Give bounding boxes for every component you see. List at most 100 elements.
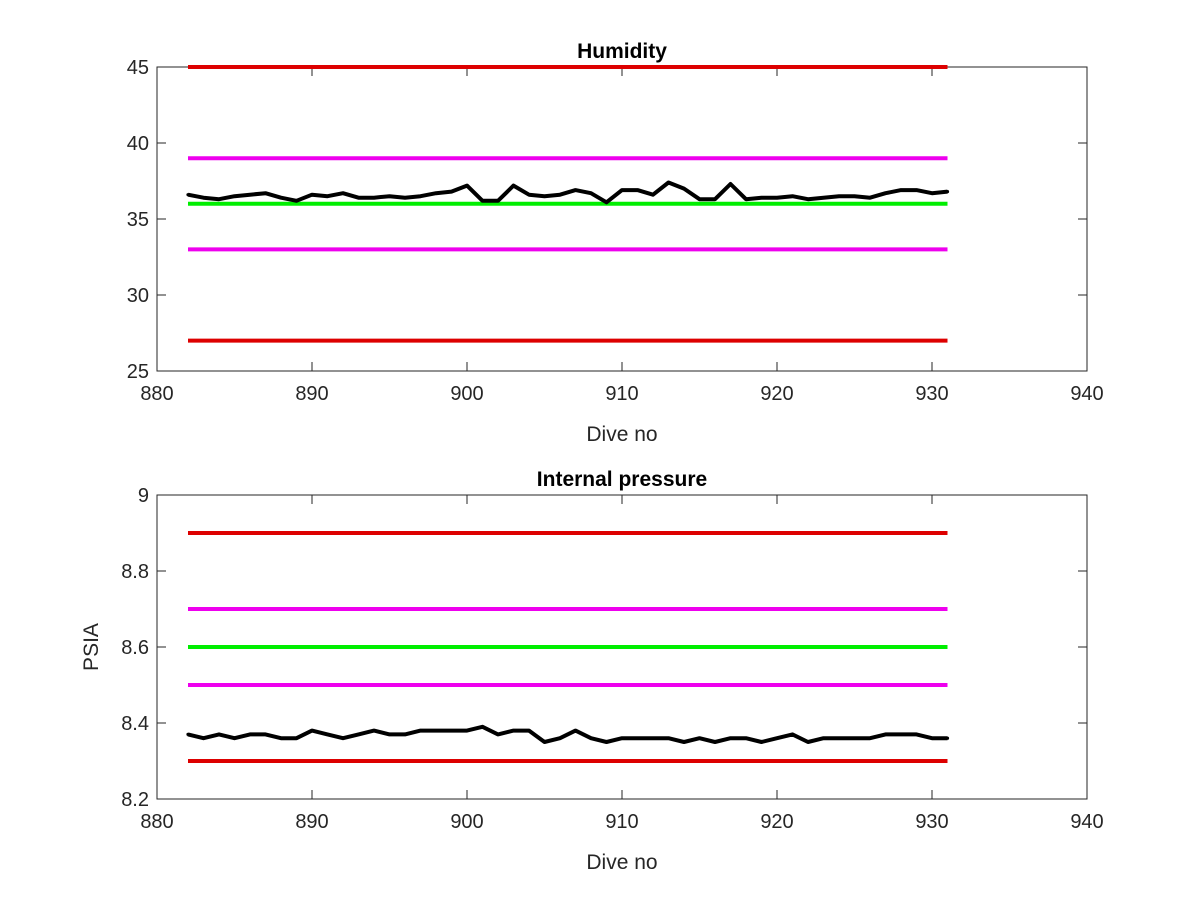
series-line [187, 724, 948, 744]
data-point [713, 740, 717, 744]
data-point [325, 194, 330, 198]
y-tick-label: 45 [127, 57, 149, 79]
data-point [821, 736, 826, 740]
x-tick-label: 930 [915, 811, 948, 833]
data-point [248, 193, 252, 197]
x-tick-label: 920 [760, 811, 793, 833]
x-tick-label: 880 [140, 811, 173, 833]
data-point [341, 191, 345, 195]
data-point [697, 736, 702, 740]
chart-2: 880 890 900 910 920 930 940 8.2 8.4 8.6 8.8 9 Intern… [80, 468, 1104, 874]
x-tick-label: 900 [450, 383, 483, 405]
chart-title: Humidity [577, 40, 667, 63]
data-point [465, 729, 469, 733]
data-point [697, 197, 702, 201]
data-point [589, 736, 593, 740]
data-point [527, 193, 531, 197]
data-point [573, 188, 578, 192]
data-point [356, 196, 361, 200]
data-point [480, 199, 485, 203]
x-tick-label: 910 [605, 811, 638, 833]
data-point [217, 197, 221, 201]
x-tick-label: 930 [915, 383, 948, 405]
x-axis-label: Dive no [586, 423, 657, 446]
data-point [558, 193, 562, 197]
data-point [759, 740, 764, 744]
data-point [930, 191, 934, 195]
data-point [403, 732, 407, 737]
plot-area [156, 66, 1088, 372]
data-point [682, 740, 686, 744]
data-point [372, 729, 376, 733]
data-point [201, 196, 206, 200]
data-point [248, 732, 252, 737]
data-point [744, 197, 748, 201]
data-point [279, 736, 283, 740]
y-tick-label: 9 [138, 485, 149, 507]
data-point [387, 194, 392, 198]
y-tick-label: 35 [127, 209, 149, 231]
data-point [263, 732, 268, 737]
y-tick-label: 8.6 [121, 637, 149, 659]
data-point [232, 736, 237, 740]
x-tick-label: 940 [1070, 811, 1103, 833]
data-point [418, 729, 423, 733]
chart-1: 880 890 900 910 920 930 940 25 30 35 40 45 Humidity D… [127, 40, 1104, 446]
data-point [744, 736, 748, 740]
data-point [263, 191, 268, 195]
data-point [821, 196, 826, 200]
data-point [666, 736, 671, 740]
data-point [868, 196, 872, 200]
data-point [806, 197, 810, 201]
data-point [883, 732, 888, 737]
x-tick-label: 940 [1070, 383, 1103, 405]
y-tick-label: 8.2 [121, 789, 149, 811]
data-point [713, 197, 717, 201]
y-tick-label: 8.8 [121, 561, 149, 583]
data-point [635, 736, 640, 740]
x-tick-label: 900 [450, 811, 483, 833]
data-point [852, 194, 857, 198]
data-point [604, 740, 609, 744]
data-point [511, 729, 516, 733]
data-point [449, 729, 454, 733]
data-point [899, 732, 903, 737]
data-point [465, 183, 469, 188]
data-point [914, 732, 919, 737]
x-tick-label: 890 [295, 383, 328, 405]
data-point [852, 736, 857, 740]
data-point [589, 191, 593, 195]
data-point [294, 736, 299, 740]
y-tick-label: 40 [127, 133, 149, 155]
data-point [201, 736, 206, 740]
data-point [945, 190, 950, 194]
data-point [651, 736, 655, 740]
series-line [187, 180, 948, 205]
data-point [837, 736, 841, 740]
data-point [728, 736, 733, 740]
data-point [635, 188, 640, 192]
data-point [496, 732, 500, 737]
data-point [310, 193, 314, 197]
data-point [542, 194, 547, 198]
data-point [930, 736, 934, 740]
data-point [418, 194, 423, 198]
data-point [651, 193, 655, 197]
data-point [511, 183, 516, 188]
data-point [604, 200, 609, 204]
data-point [914, 188, 919, 192]
x-tick-label: 890 [295, 811, 328, 833]
data-point [620, 188, 624, 192]
data-point [542, 740, 547, 744]
data-point [527, 729, 531, 733]
data-point [775, 736, 779, 740]
data-point [496, 199, 500, 203]
data-point [232, 194, 237, 198]
data-point [790, 732, 795, 737]
data-point [186, 193, 190, 197]
data-point [775, 196, 779, 200]
data-point [341, 736, 345, 740]
data-point [945, 736, 950, 740]
data-point [806, 740, 810, 744]
y-axis-label: PSIA [80, 623, 103, 671]
